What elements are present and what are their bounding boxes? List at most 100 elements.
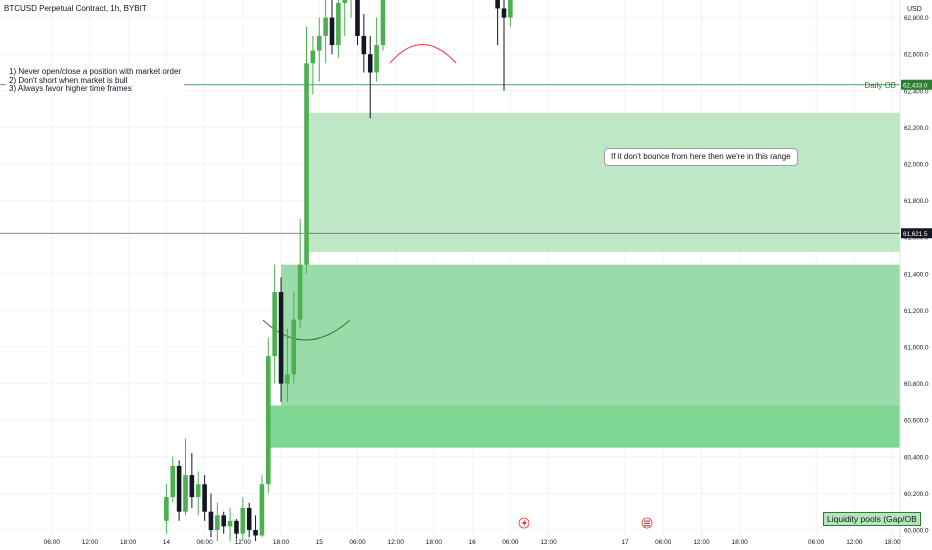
range-callout: If it don't bounce from here then we're … [604, 148, 798, 166]
candle [189, 453, 195, 509]
candle [336, 0, 341, 58]
x-tick-label: 06:00 [502, 539, 519, 546]
candle [266, 337, 271, 494]
candle [329, 0, 335, 55]
y-tick-label: 62,400.0 [904, 88, 929, 95]
candle [208, 493, 214, 538]
y-tick-label: 60,600.0 [904, 418, 929, 425]
candle [215, 502, 220, 541]
x-tick-label: 06:00 [349, 539, 366, 546]
currency-label: USD [907, 6, 922, 13]
candles [164, 0, 513, 541]
liquidity-pools-label: Liquidity pools (Gap/OB [823, 512, 921, 526]
candle [170, 456, 176, 503]
price-tags: 65,020.062,433.061,621.564,480.064,480.0… [901, 79, 932, 239]
candle [234, 519, 239, 540]
x-tick-label: 12:00 [846, 539, 863, 546]
candle [310, 35, 316, 95]
y-tick-label: 60,400.0 [904, 454, 929, 461]
candle [227, 508, 233, 541]
zone-2 [268, 405, 900, 448]
candle [342, 0, 348, 36]
x-tick-label: 18:00 [884, 539, 901, 546]
candle [195, 471, 201, 516]
x-tick-label: 18:00 [120, 539, 137, 546]
candle [291, 292, 297, 384]
candle [240, 497, 246, 541]
candle [304, 26, 309, 274]
candle [361, 13, 367, 73]
x-tick-label: 06:00 [808, 539, 825, 546]
x-tick-label: 15 [316, 539, 324, 546]
y-tick-label: 62,800.0 [904, 15, 929, 22]
y-tick-label: 61,800.0 [904, 198, 929, 205]
price-axis-background [900, 0, 932, 550]
candle [221, 511, 227, 534]
event-icons [518, 517, 653, 529]
note-3: 3) Always favor higher time frames [9, 84, 132, 94]
candle [374, 17, 379, 82]
candle [350, 0, 352, 18]
candle [202, 475, 207, 521]
time-axis: 06:00 12:00 18:00 14 06:00 12:00 18:00 15 06:00 1… [44, 539, 901, 546]
x-tick-label: 18:00 [732, 539, 749, 546]
candle [278, 277, 284, 402]
candle [246, 502, 252, 538]
svg-text:61,621.5: 61,621.5 [903, 231, 928, 238]
y-tick-label: 60,000.0 [904, 528, 929, 535]
y-tick-label: 62,000.0 [904, 162, 929, 169]
zones [268, 112, 900, 448]
y-tick-label: 61,400.0 [904, 271, 929, 278]
y-tick-label: 62,200.0 [904, 125, 929, 132]
candle [164, 484, 169, 534]
daily-ob-price-tag: 62,433.0 [901, 79, 932, 90]
x-tick-label: 06:00 [655, 539, 672, 546]
flag-event-icon[interactable] [641, 517, 653, 529]
candle [355, 0, 360, 46]
x-tick-label: 16 [469, 539, 477, 546]
x-tick-label: 12:00 [388, 539, 405, 546]
candle [259, 475, 265, 538]
y-tick-label: 60,200.0 [904, 491, 929, 498]
lightning-event-icon[interactable] [518, 517, 530, 529]
x-tick-label: 18:00 [426, 539, 443, 546]
candle [316, 17, 322, 82]
x-tick-label: 12:00 [235, 539, 252, 546]
candle [323, 0, 328, 64]
chart-title: BTCUSD Perpetual Contract, 1h, BYBIT [4, 4, 147, 13]
candle [176, 460, 182, 521]
candle [380, 0, 386, 51]
y-tick-label: 62,600.0 [904, 52, 929, 59]
note-2: 2) Don't short when market is bull [9, 75, 128, 85]
x-tick-label: 18:00 [273, 539, 290, 546]
y-tick-label: 61,000.0 [904, 345, 929, 352]
x-tick-label: 12:00 [82, 539, 99, 546]
x-tick-label: 06:00 [44, 539, 61, 546]
candle [495, 0, 500, 46]
candle [501, 0, 507, 91]
level-price-tag: 61,621.5 [901, 228, 932, 239]
rules-notes: 1) Never open/close a position with mark… [6, 67, 185, 95]
candle [297, 218, 303, 329]
x-tick-label: 17 [621, 539, 629, 546]
x-tick-label: 12:00 [540, 539, 557, 546]
level-name-1: Daily OB [864, 81, 896, 90]
x-tick-label: 06:00 [196, 539, 213, 546]
candle [253, 515, 258, 541]
candle [367, 35, 373, 119]
x-tick-label: 14 [163, 539, 171, 546]
top-arc [389, 44, 457, 64]
candle [272, 264, 277, 384]
arc-annotations [262, 44, 457, 341]
candle [183, 438, 188, 516]
zone-0 [306, 112, 900, 252]
zone-1 [281, 264, 900, 406]
note-1: 1) Never open/close a position with mark… [9, 67, 182, 76]
candle [285, 328, 290, 402]
y-tick-label: 61,200.0 [904, 308, 929, 315]
x-tick-label: 12:00 [693, 539, 710, 546]
candle [508, 0, 513, 27]
y-tick-label: 60,800.0 [904, 381, 929, 388]
svg-text:62,433.0: 62,433.0 [903, 82, 928, 89]
